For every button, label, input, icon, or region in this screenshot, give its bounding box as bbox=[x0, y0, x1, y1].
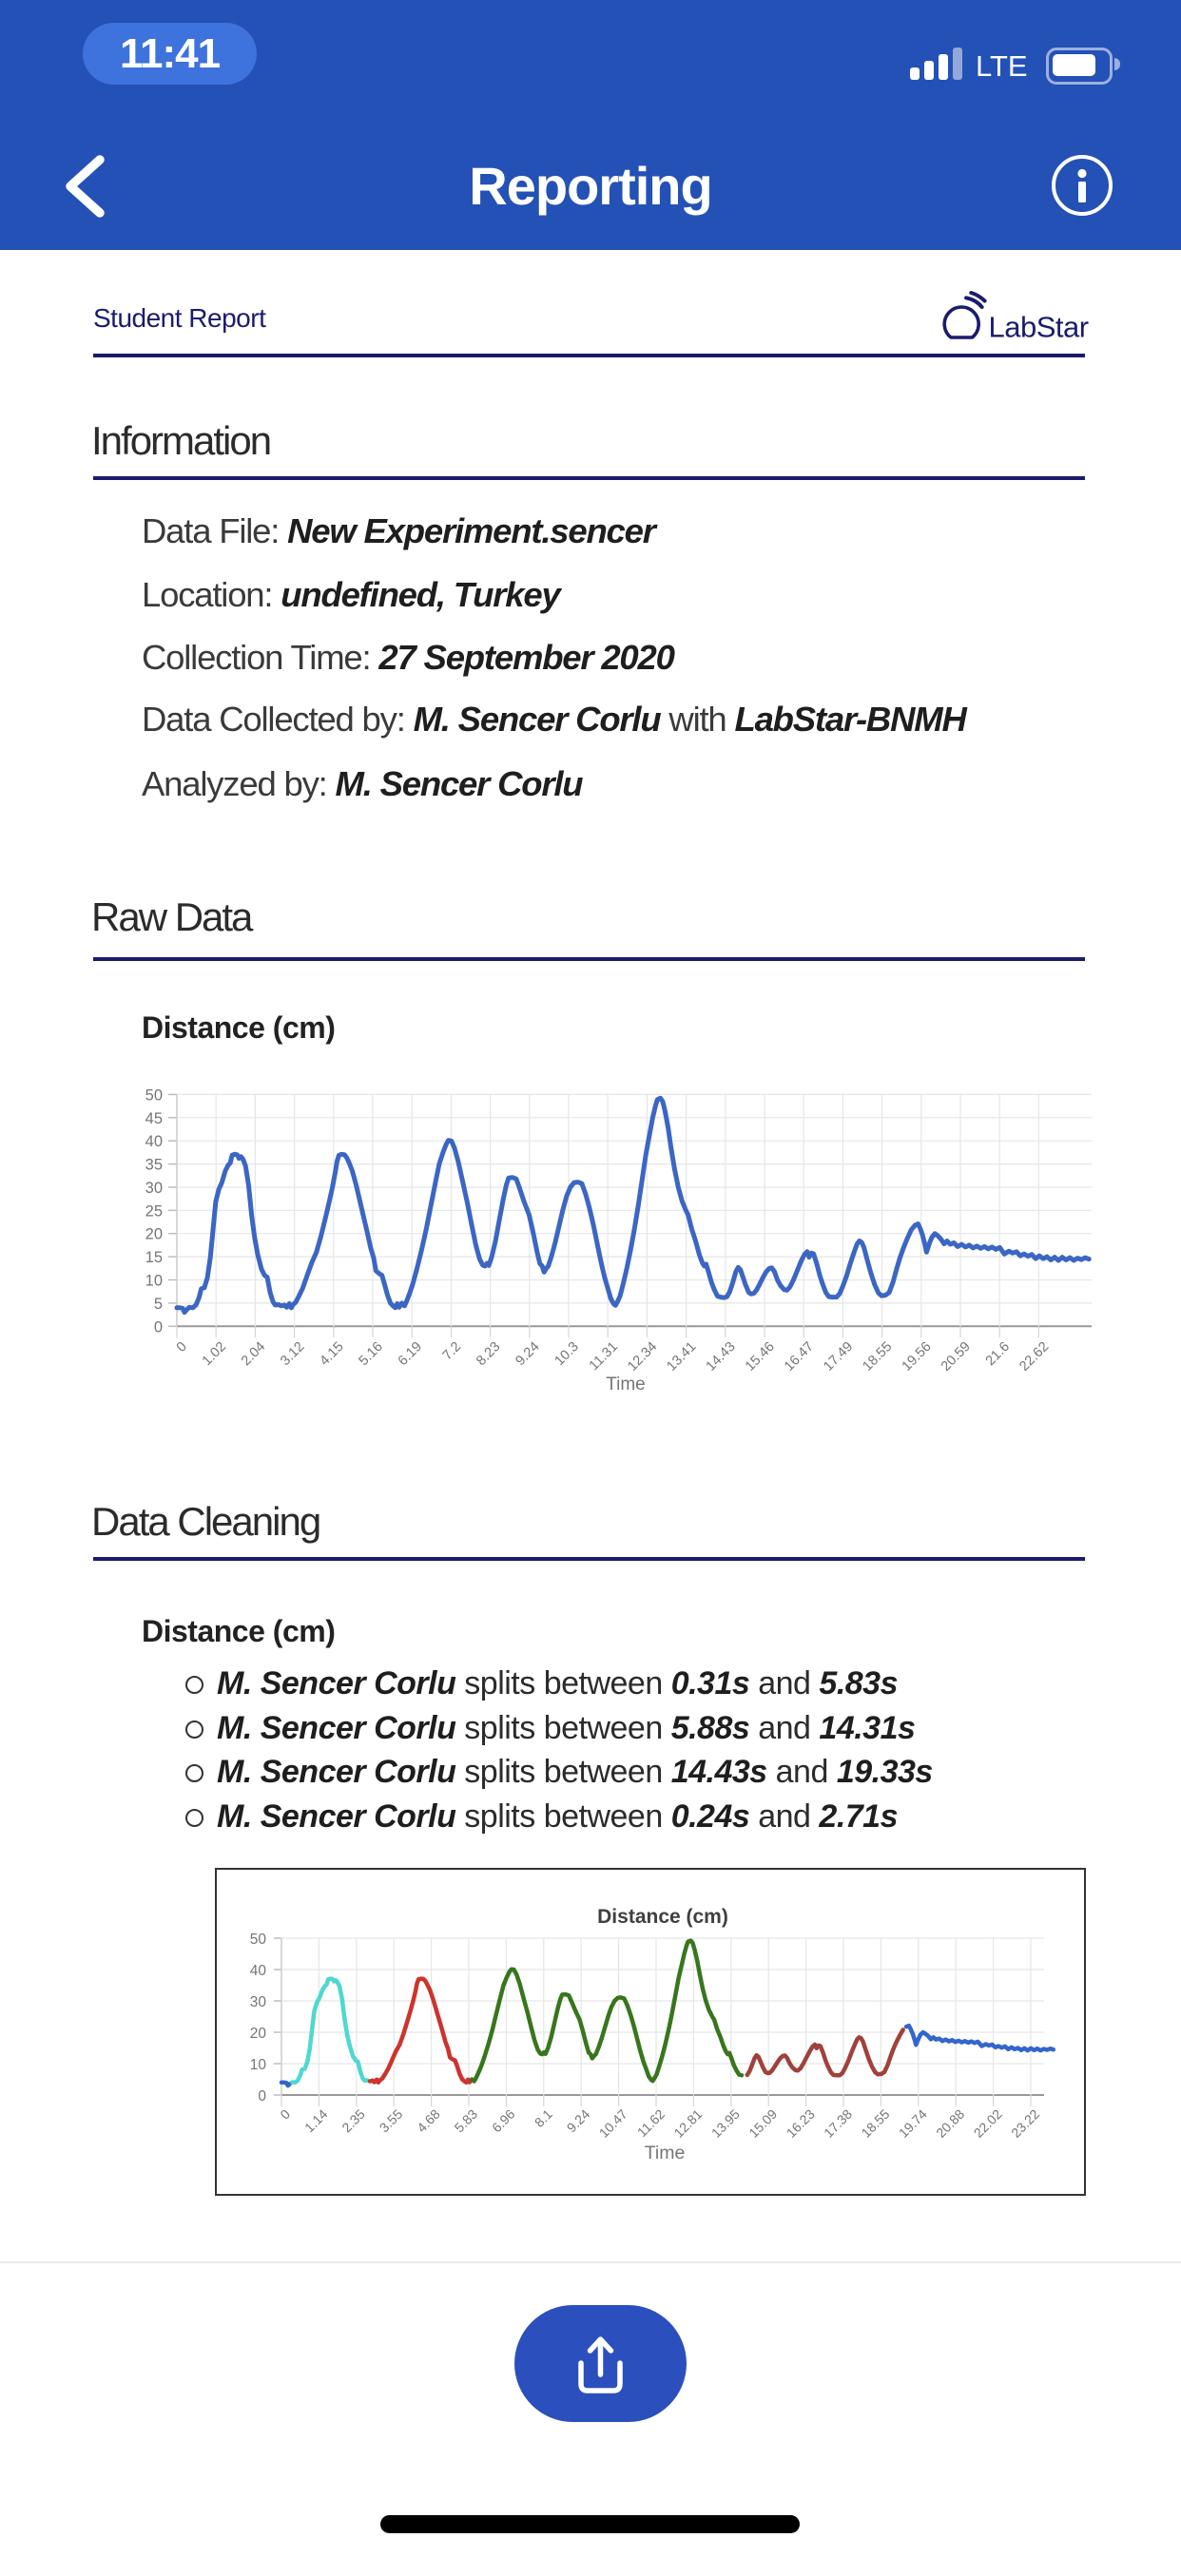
svg-text:50: 50 bbox=[250, 1932, 267, 1948]
svg-text:17.49: 17.49 bbox=[821, 1339, 856, 1375]
svg-text:13.41: 13.41 bbox=[664, 1339, 699, 1375]
svg-text:0: 0 bbox=[154, 1318, 163, 1336]
svg-text:LabStar: LabStar bbox=[989, 311, 1089, 344]
svg-text:10: 10 bbox=[145, 1273, 163, 1290]
svg-text:20: 20 bbox=[145, 1226, 163, 1243]
svg-text:21.6: 21.6 bbox=[983, 1339, 1013, 1369]
svg-text:2.04: 2.04 bbox=[239, 1339, 268, 1369]
svg-text:30: 30 bbox=[145, 1180, 163, 1197]
svg-text:Time: Time bbox=[606, 1375, 646, 1394]
svg-text:9.24: 9.24 bbox=[513, 1339, 542, 1369]
svg-text:6.19: 6.19 bbox=[396, 1339, 425, 1369]
svg-text:11.31: 11.31 bbox=[587, 1339, 621, 1374]
svg-text:50: 50 bbox=[145, 1086, 163, 1104]
svg-text:15.46: 15.46 bbox=[743, 1339, 778, 1375]
svg-text:10: 10 bbox=[250, 2057, 267, 2073]
svg-text:5: 5 bbox=[154, 1296, 163, 1313]
svg-text:0: 0 bbox=[174, 1339, 190, 1355]
svg-text:5.16: 5.16 bbox=[357, 1339, 386, 1369]
svg-text:20: 20 bbox=[250, 2026, 267, 2042]
svg-text:Time: Time bbox=[645, 2143, 686, 2163]
svg-text:35: 35 bbox=[145, 1157, 163, 1174]
svg-text:19.56: 19.56 bbox=[900, 1339, 935, 1375]
svg-text:7.2: 7.2 bbox=[440, 1339, 465, 1364]
svg-text:30: 30 bbox=[250, 1994, 267, 2010]
svg-text:4.15: 4.15 bbox=[317, 1339, 346, 1369]
svg-text:20.59: 20.59 bbox=[939, 1339, 974, 1375]
svg-text:10.3: 10.3 bbox=[552, 1339, 582, 1369]
svg-text:14.43: 14.43 bbox=[704, 1339, 739, 1375]
svg-text:15: 15 bbox=[145, 1249, 163, 1266]
svg-text:Distance (cm): Distance (cm) bbox=[597, 1906, 728, 1928]
svg-text:40: 40 bbox=[145, 1133, 163, 1150]
svg-text:22.62: 22.62 bbox=[1016, 1339, 1052, 1375]
svg-text:0: 0 bbox=[258, 2088, 266, 2105]
svg-text:12.34: 12.34 bbox=[625, 1339, 660, 1375]
svg-text:40: 40 bbox=[250, 1963, 267, 1979]
svg-text:18.55: 18.55 bbox=[860, 1339, 895, 1375]
svg-text:16.47: 16.47 bbox=[782, 1339, 817, 1375]
svg-text:3.12: 3.12 bbox=[278, 1339, 307, 1369]
svg-text:25: 25 bbox=[145, 1202, 163, 1220]
svg-text:45: 45 bbox=[145, 1110, 163, 1127]
svg-text:1.02: 1.02 bbox=[200, 1339, 229, 1369]
svg-text:8.23: 8.23 bbox=[474, 1339, 503, 1369]
